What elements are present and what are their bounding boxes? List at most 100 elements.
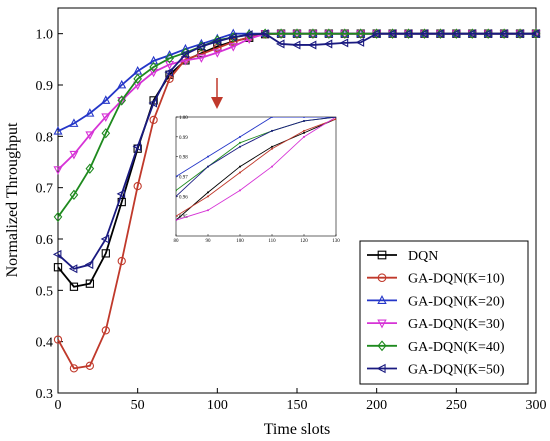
data-point [387,29,397,39]
data-point [371,29,381,39]
legend-item-1: GA-DQN(K=10) [367,272,505,287]
data-point [133,81,143,91]
inset-data-point [207,195,209,198]
data-point [133,73,142,85]
data-point [85,361,95,370]
data-point [339,38,349,48]
inset-data-point [176,175,177,178]
inset-data-point [271,145,273,148]
data-point [85,108,95,117]
x-tick-label: 100 [207,398,228,413]
data-point [85,279,95,288]
inset-series-line-0 [176,118,336,221]
data-point [498,29,508,39]
data-point [196,54,206,63]
inset-data-point [271,117,273,118]
inset-data-point [335,117,336,120]
inset-y-tick-label: 0.96 [179,195,188,200]
inset-data-point [176,189,177,192]
data-point [165,61,175,70]
inset-series-line-1 [176,118,336,217]
data-point [101,113,111,122]
inset-x-tick-label: 100 [236,239,244,244]
inset-data-point [176,215,177,218]
data-point [355,37,365,47]
y-tick-label: 0.8 [36,130,54,145]
legend-label: GA-DQN(K=50) [408,363,505,378]
y-tick-label: 0.3 [36,387,54,402]
y-tick-label: 0.7 [36,182,54,197]
legend-item-5: GA-DQN(K=50) [367,363,505,378]
data-point [149,115,158,125]
inset-series-line-3 [176,117,336,221]
inset-data-point [207,209,209,212]
x-tick-label: 300 [526,398,547,413]
legend-label: GA-DQN(K=40) [408,340,505,355]
inset-data-point [239,145,241,148]
data-point [101,95,111,104]
data-point [133,181,142,191]
x-axis-title: Time slots [264,421,331,438]
y-tick-label: 1.0 [36,28,54,43]
inset-data-point [303,135,305,138]
y-axis-title: Normalized Throughput [4,122,21,277]
data-point [117,95,127,106]
series-layer [52,28,541,373]
inset-data-point [207,155,209,158]
data-point [165,53,174,64]
data-point [117,96,127,106]
inset-x-tick-label: 80 [174,239,180,244]
inset-y-tick-label: 0.98 [179,156,188,161]
y-tick-label: 0.6 [36,233,54,248]
inset-data-point [239,189,241,192]
data-point [292,28,302,39]
inset-data-point [303,131,305,134]
data-point [69,118,79,127]
data-point [307,40,317,50]
inset-x-tick-label: 90 [206,239,212,244]
data-point [149,61,158,73]
data-point [148,98,158,108]
legend-item-3: GA-DQN(K=30) [367,317,505,332]
data-point [291,40,301,50]
inset-data-point [239,165,241,168]
data-point [101,128,111,139]
data-point [52,249,62,259]
data-point [84,260,94,270]
data-point [308,28,318,39]
inset-data-point [335,117,336,118]
data-point [69,282,79,291]
data-point [323,39,333,49]
inset-data-point [271,147,273,150]
data-point [467,29,476,39]
legend-label: GA-DQN(K=30) [408,317,505,332]
data-point [514,29,524,39]
data-point [212,36,221,46]
y-tick-label: 0.4 [36,336,54,351]
series-line [57,32,536,270]
data-point [53,263,63,272]
x-tick-label: 250 [446,398,467,413]
tick-layer: 0 50 100 150 200 250 300 0.3 0.4 0.5 0.6 0.7 0.8 0.9 1… [36,28,547,413]
series-line [57,32,536,133]
inset-data-point [303,119,305,122]
inset-y-tick-label: 0.99 [179,136,188,141]
data-point [53,126,63,135]
y-tick-label: 0.5 [36,284,54,299]
x-tick-label: 200 [366,398,387,413]
data-point [164,67,173,77]
inset-x-tick-label: 120 [300,239,308,244]
inset-data-point [271,129,273,132]
legend: DQN GA-DQN(K=10) GA-DQN(K=20) GA-DQN(K=30) G… [359,240,529,385]
data-point [451,29,460,39]
data-point [117,256,126,266]
data-point [228,32,237,42]
inset-x-tick-label: 110 [268,239,276,244]
data-point [69,189,79,201]
data-point [101,249,110,258]
data-point [117,79,127,89]
inset-frame [175,116,337,237]
data-point [403,29,412,39]
data-point [68,264,78,274]
inset-data-point [271,165,273,168]
